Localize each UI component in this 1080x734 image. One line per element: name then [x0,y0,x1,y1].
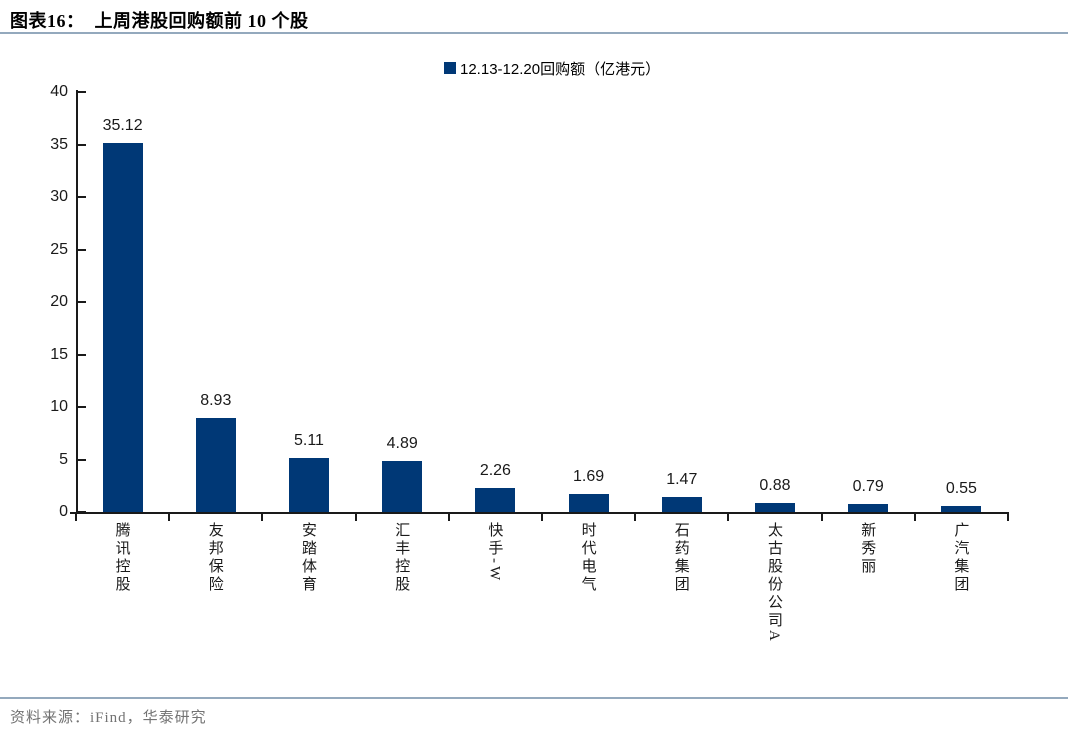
y-axis-tick-mark [78,458,86,461]
x-category-label: 友邦保险 [206,522,223,594]
y-axis-tick-label: 30 [50,188,68,205]
x-axis-tick-mark [820,514,823,521]
bar [568,494,609,512]
bar-value-label: 0.88 [759,476,791,494]
y-axis-tick-mark [78,406,86,408]
footer-divider [0,697,1068,699]
y-axis-tick-mark [78,511,86,513]
y-axis-tick-label: 40 [50,83,68,100]
x-axis-tick-mark [354,514,357,521]
bar-value-label: 0.55 [945,480,977,498]
bar [102,143,143,512]
bar [382,460,423,512]
bar-value-label: 2.26 [479,462,511,480]
x-axis-tick-mark [168,514,171,521]
x-axis-tick-mark [727,514,730,521]
y-axis-tick-mark [78,91,86,93]
bar-value-label: 5.11 [294,432,324,450]
y-axis-tick-mark [78,301,86,303]
x-axis-tick-mark [913,514,916,521]
x-category-label: 快手-W [486,522,503,584]
bar-value-label: 1.47 [666,470,698,488]
title-divider [0,32,1068,34]
x-category-label: 腾讯控股 [113,522,130,594]
y-axis-tick-mark [78,353,86,356]
y-axis-tick-label: 20 [50,293,68,310]
x-category-label: 安踏体育 [300,522,316,594]
y-axis-tick-mark [78,196,86,198]
x-category-label: 新秀丽 [859,522,876,576]
bar [289,458,329,512]
y-axis-tick-mark [78,143,86,146]
x-axis-tick-mark [447,514,450,521]
y-axis-tick-label: 10 [50,398,68,415]
legend-swatch-icon [444,62,456,74]
x-axis-tick-mark [75,514,77,521]
bar [661,496,702,512]
bar [848,503,889,512]
x-category-label: 石药集团 [672,522,689,594]
bar-value-label: 8.93 [200,392,232,410]
y-axis-tick-label: 5 [59,450,68,468]
bar [195,418,236,512]
bar [475,488,516,512]
x-category-label: 时代电气 [579,522,596,594]
y-axis-tick-mark [78,248,86,251]
bar-value-label: 4.89 [386,434,418,452]
chart-legend: 12.13-12.20回购额（亿港元） [444,60,661,78]
legend-label: 12.13-12.20回购额（亿港元） [460,60,661,78]
y-axis-tick-label: 35 [50,135,68,153]
page-title: 图表16： 上周港股回购额前 10 个股 [10,11,309,31]
bar [941,506,982,512]
y-axis-tick-label: 25 [50,240,68,258]
bar-value-label: 1.69 [573,468,605,486]
x-category-label: 汇丰控股 [393,522,410,594]
source-text: 资料来源：iFind，华泰研究 [10,710,207,726]
y-axis-line [76,90,78,514]
x-axis-tick-mark [541,514,543,521]
x-axis-tick-mark [634,514,637,521]
bar-value-label: 0.79 [852,477,884,495]
x-axis-tick-mark [261,514,264,521]
x-category-label: 广汽集团 [952,522,969,594]
y-axis-tick-label: 15 [50,345,68,363]
bar-value-label: 35.12 [102,117,143,135]
y-axis-tick-label: 0 [59,503,68,520]
x-axis-line [70,512,1009,514]
x-axis-tick-mark [1007,514,1009,521]
x-category-label: 太古股份公司A [766,522,782,644]
bar [755,502,795,512]
